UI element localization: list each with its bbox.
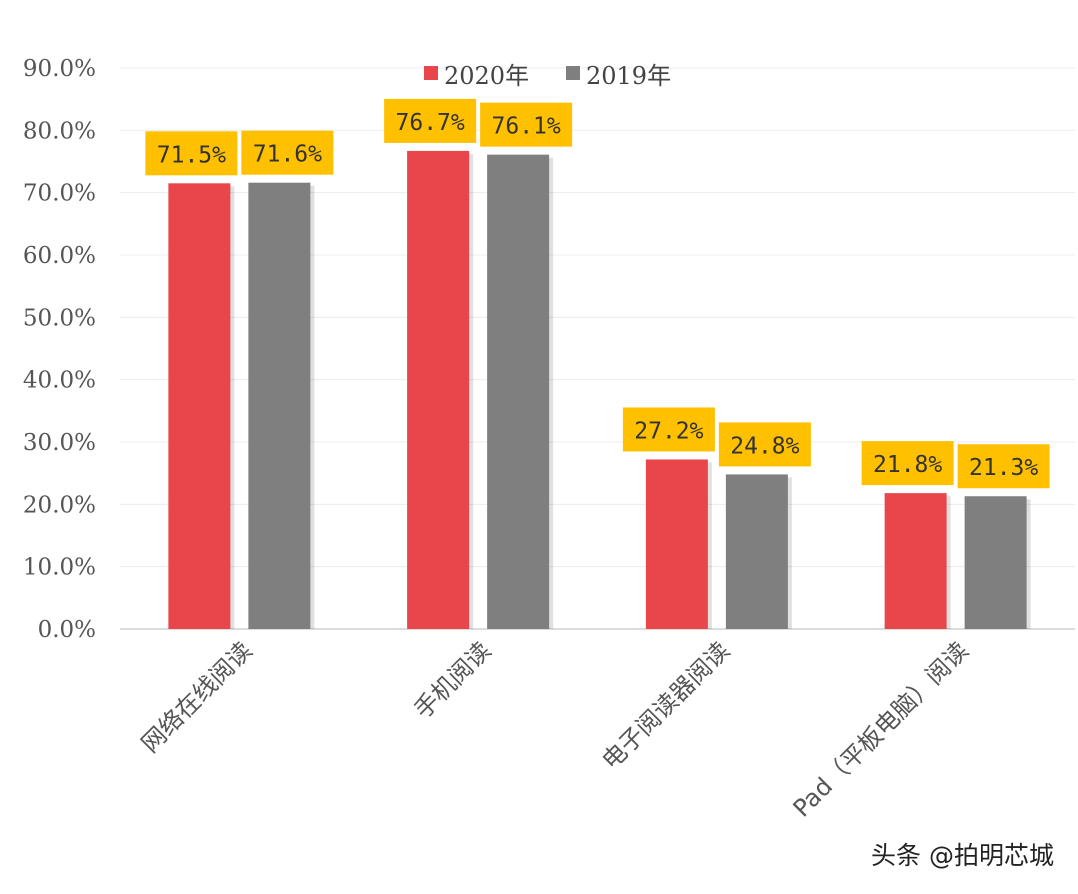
y-tick-label: 20.0% [23,492,96,518]
y-tick-label: 40.0% [23,368,96,394]
data-label: 21.3% [969,455,1038,481]
bar-2020 [645,459,708,629]
data-label-box [622,407,715,452]
y-tick-label: 80.0% [23,118,96,144]
data-label: 71.5% [157,142,226,168]
x-category-label: Pad（平板电脑）阅读 [788,636,974,822]
legend-label: 2019年 [586,62,671,90]
data-label-box [861,441,954,486]
bar-2019 [725,474,788,629]
bar-2019 [248,182,311,629]
data-label: 21.8% [873,452,942,478]
bar-2020 [884,493,947,629]
x-category-label: 手机阅读 [409,636,497,724]
data-label-box [384,98,477,143]
data-label-box [145,131,238,176]
legend-label: 2020年 [444,62,529,90]
data-label-box [241,130,334,175]
x-category-label: 电子阅读器阅读 [597,636,736,775]
data-label: 71.6% [253,142,322,168]
data-label: 24.8% [730,433,799,459]
y-tick-label: 0.0% [38,617,96,643]
bar-2020 [168,183,231,630]
data-label: 76.7% [396,110,465,136]
watermark: 头条 @拍明芯城 [871,841,1054,870]
x-category-label: 网络在线阅读 [136,636,258,758]
data-label-box [957,444,1050,489]
y-tick-label: 90.0% [23,56,96,82]
bar-2020 [407,150,470,630]
legend-swatch [566,66,580,80]
bar-2019 [487,154,550,630]
data-label-box [718,422,811,467]
y-tick-label: 60.0% [23,243,96,269]
y-tick-label: 30.0% [23,430,96,456]
data-label: 76.1% [492,114,561,140]
data-label: 27.2% [634,418,703,444]
legend-swatch [424,66,438,80]
y-tick-label: 70.0% [23,181,96,207]
bar-2019 [964,496,1027,629]
data-label-box [480,102,573,147]
y-tick-label: 50.0% [23,305,96,331]
y-tick-label: 10.0% [23,555,96,581]
